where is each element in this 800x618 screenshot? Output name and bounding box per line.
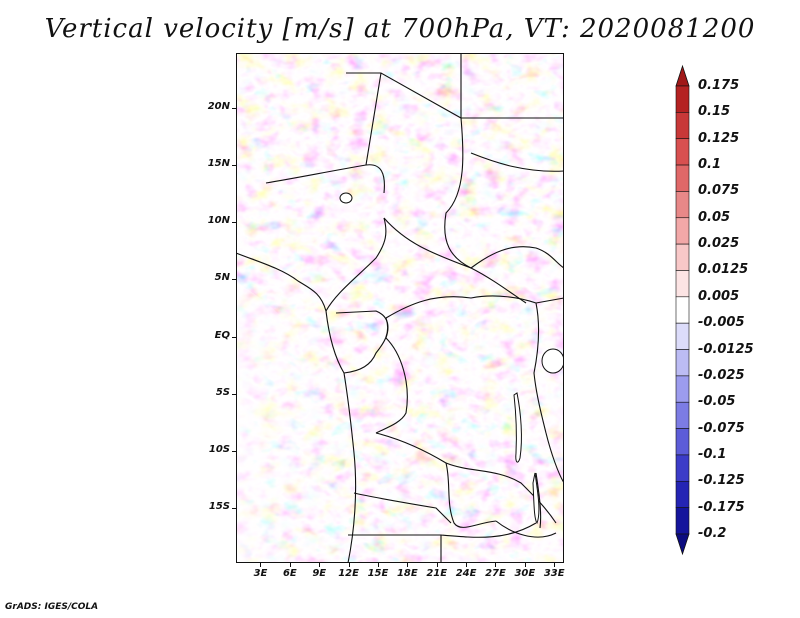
colorbar-segment [675, 375, 690, 403]
lat-tick [232, 336, 236, 338]
lon-tick [319, 563, 321, 567]
colorbar-label: 0.0125 [698, 262, 749, 278]
grads-credit: GrADS: IGES/COLA [5, 602, 99, 612]
colorbar-segment [675, 480, 690, 508]
colorbar-label: 0.075 [698, 183, 740, 199]
colorbar-segment [675, 507, 690, 535]
lon-label: 30E [514, 568, 536, 579]
lat-tick [232, 165, 236, 167]
lon-label: 6E [282, 568, 297, 579]
lon-label: 24E [455, 568, 477, 579]
lakes [339, 192, 564, 525]
colorbar-segment [675, 349, 690, 377]
lat-label: 15N [207, 158, 230, 170]
lat-label: 15S [208, 501, 230, 513]
lat-tick [232, 279, 236, 281]
colorbar-label: 0.025 [698, 236, 740, 252]
colorbar-label: -0.025 [698, 367, 745, 383]
lat-label: 5S [215, 386, 230, 398]
colorbar-label: 0.1 [698, 157, 722, 173]
colorbar-segment [675, 164, 690, 192]
colorbar-label: -0.0125 [698, 341, 754, 357]
colorbar-segment [675, 428, 690, 456]
lake-malawi [532, 472, 540, 525]
lon-label: 27E [485, 568, 506, 579]
colorbar-label: 0.175 [698, 78, 740, 93]
colorbar-bottom-arrow [675, 533, 690, 556]
colorbar-label: -0.2 [698, 526, 727, 541]
lon-tick [348, 563, 350, 567]
map-frame [236, 53, 564, 563]
lat-label: 10N [207, 215, 230, 227]
map-svg [236, 53, 564, 563]
colorbar-label: -0.1 [698, 446, 727, 462]
colorbar-segment [675, 191, 690, 219]
lon-tick [377, 563, 379, 567]
lon-tick [554, 563, 556, 567]
lon-tick [407, 563, 409, 567]
colorbar-segment [675, 296, 690, 324]
colorbar-segment [675, 270, 690, 298]
colorbar-label: -0.005 [698, 315, 745, 331]
colorbar-label: 0.05 [698, 209, 731, 225]
country-borders [236, 53, 564, 563]
colorbar-label: -0.125 [698, 473, 745, 489]
lat-label: 10S [208, 443, 230, 455]
colorbar-segment [675, 217, 690, 245]
lon-tick [495, 563, 497, 567]
colorbar [675, 64, 690, 556]
map-panel [236, 53, 564, 563]
lon-label: 3E [253, 568, 268, 579]
lake-tanganyika [513, 392, 522, 463]
lat-label: EQ [214, 329, 230, 341]
map-title: Vertical velocity [m/s] at 700hPa, VT: 2… [44, 14, 756, 44]
colorbar-label: -0.05 [698, 394, 736, 410]
colorbar-segment [675, 401, 690, 429]
colorbar-segment [675, 112, 690, 140]
lat-tick [232, 393, 236, 395]
lat-tick [232, 107, 236, 109]
lon-label: 18E [396, 568, 418, 579]
colorbar-segment [675, 85, 690, 113]
lon-tick [289, 563, 291, 567]
lon-label: 21E [426, 568, 448, 579]
colorbar-segment [675, 138, 690, 166]
lat-tick [232, 508, 236, 510]
colorbar-label: 0.125 [698, 130, 740, 146]
colorbar-label: -0.075 [698, 420, 745, 436]
lon-tick [466, 563, 468, 567]
lake-chad [339, 192, 353, 204]
ocean-smooth-area [236, 283, 354, 563]
lake-victoria [541, 348, 564, 374]
lon-label: 12E [338, 568, 359, 579]
colorbar-segment [675, 454, 690, 482]
colorbar-label: 0.005 [698, 288, 740, 304]
lon-tick [436, 563, 438, 567]
colorbar-top-arrow [675, 64, 690, 87]
colorbar-label: -0.175 [698, 499, 745, 515]
colorbar-segment [675, 322, 690, 350]
colorbar-segment [675, 243, 690, 271]
lat-tick [232, 450, 236, 452]
lat-label: 20N [207, 100, 230, 112]
lon-tick [260, 563, 262, 567]
lat-label: 5N [214, 272, 230, 284]
colorbar-label: 0.15 [698, 104, 731, 120]
lat-tick [232, 222, 236, 224]
lon-tick [524, 563, 526, 567]
lon-label: 33E [543, 568, 565, 579]
lon-label: 15E [367, 568, 389, 579]
lon-label: 9E [312, 568, 327, 579]
